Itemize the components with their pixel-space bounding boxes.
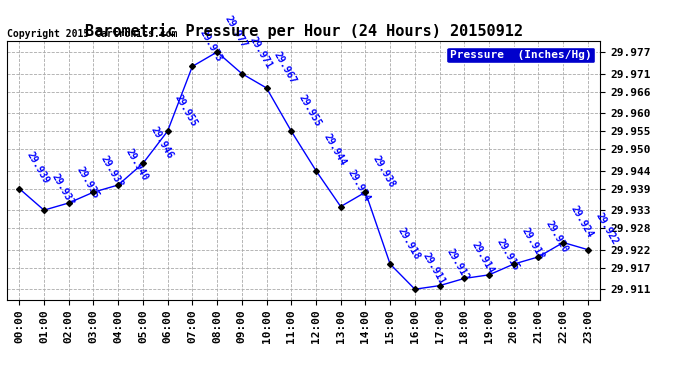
Text: 29.920: 29.920 (544, 219, 571, 254)
Text: 29.946: 29.946 (148, 125, 175, 160)
Text: 29.911: 29.911 (420, 251, 446, 286)
Text: 29.971: 29.971 (247, 35, 274, 71)
Text: 29.938: 29.938 (99, 154, 126, 189)
Text: 29.955: 29.955 (173, 93, 199, 128)
Text: 29.939: 29.939 (25, 150, 51, 186)
Text: 29.914: 29.914 (470, 240, 496, 276)
Text: 29.924: 29.924 (569, 204, 595, 240)
Text: 29.973: 29.973 (198, 28, 224, 64)
Legend: Pressure  (Inches/Hg): Pressure (Inches/Hg) (446, 47, 595, 63)
Text: 29.918: 29.918 (395, 226, 422, 261)
Text: 29.912: 29.912 (445, 248, 471, 283)
Text: 29.940: 29.940 (124, 147, 150, 182)
Text: 29.935: 29.935 (75, 165, 101, 200)
Text: Copyright 2015 Cartronics.com: Copyright 2015 Cartronics.com (7, 28, 177, 39)
Text: 29.933: 29.933 (50, 172, 76, 207)
Text: 29.934: 29.934 (346, 168, 373, 204)
Text: 29.915: 29.915 (495, 237, 521, 272)
Text: 29.938: 29.938 (371, 154, 397, 189)
Text: 29.967: 29.967 (272, 50, 298, 85)
Text: 29.918: 29.918 (520, 226, 546, 261)
Text: 29.944: 29.944 (322, 132, 348, 168)
Text: 29.955: 29.955 (297, 93, 323, 128)
Text: 29.922: 29.922 (593, 211, 620, 247)
Title: Barometric Pressure per Hour (24 Hours) 20150912: Barometric Pressure per Hour (24 Hours) … (85, 23, 522, 39)
Text: 29.977: 29.977 (223, 14, 249, 49)
